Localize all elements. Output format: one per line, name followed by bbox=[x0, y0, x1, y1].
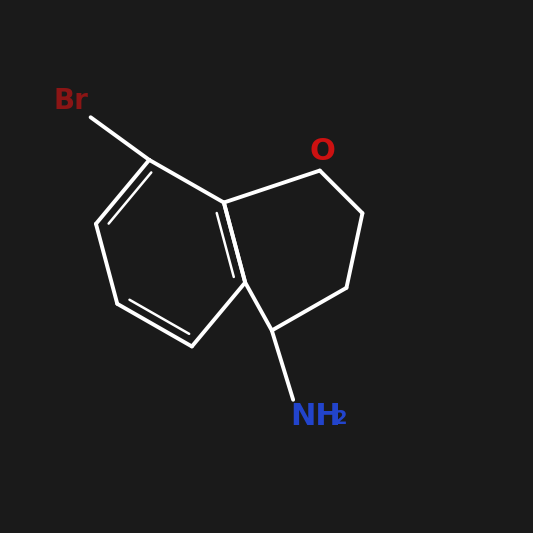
Text: 2: 2 bbox=[333, 409, 347, 429]
Text: NH: NH bbox=[290, 402, 341, 431]
Text: O: O bbox=[310, 138, 335, 166]
Text: Br: Br bbox=[53, 86, 88, 115]
